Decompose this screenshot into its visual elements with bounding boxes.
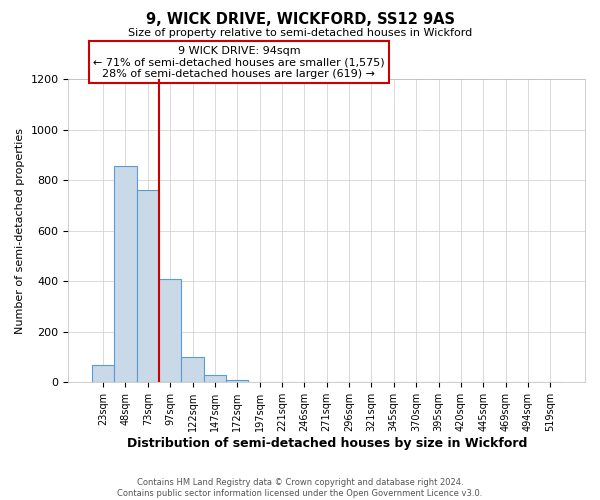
Bar	[226, 380, 248, 382]
Text: 9 WICK DRIVE: 94sqm
← 71% of semi-detached houses are smaller (1,575)
28% of sem: 9 WICK DRIVE: 94sqm ← 71% of semi-detach…	[93, 46, 385, 79]
Text: 9, WICK DRIVE, WICKFORD, SS12 9AS: 9, WICK DRIVE, WICKFORD, SS12 9AS	[146, 12, 455, 28]
X-axis label: Distribution of semi-detached houses by size in Wickford: Distribution of semi-detached houses by …	[127, 437, 527, 450]
Bar	[137, 190, 159, 382]
Bar	[114, 166, 137, 382]
Text: Contains HM Land Registry data © Crown copyright and database right 2024.
Contai: Contains HM Land Registry data © Crown c…	[118, 478, 482, 498]
Bar	[204, 375, 226, 382]
Bar	[181, 357, 204, 382]
Bar	[159, 278, 181, 382]
Y-axis label: Number of semi-detached properties: Number of semi-detached properties	[15, 128, 25, 334]
Text: Size of property relative to semi-detached houses in Wickford: Size of property relative to semi-detach…	[128, 28, 472, 38]
Bar	[92, 364, 114, 382]
